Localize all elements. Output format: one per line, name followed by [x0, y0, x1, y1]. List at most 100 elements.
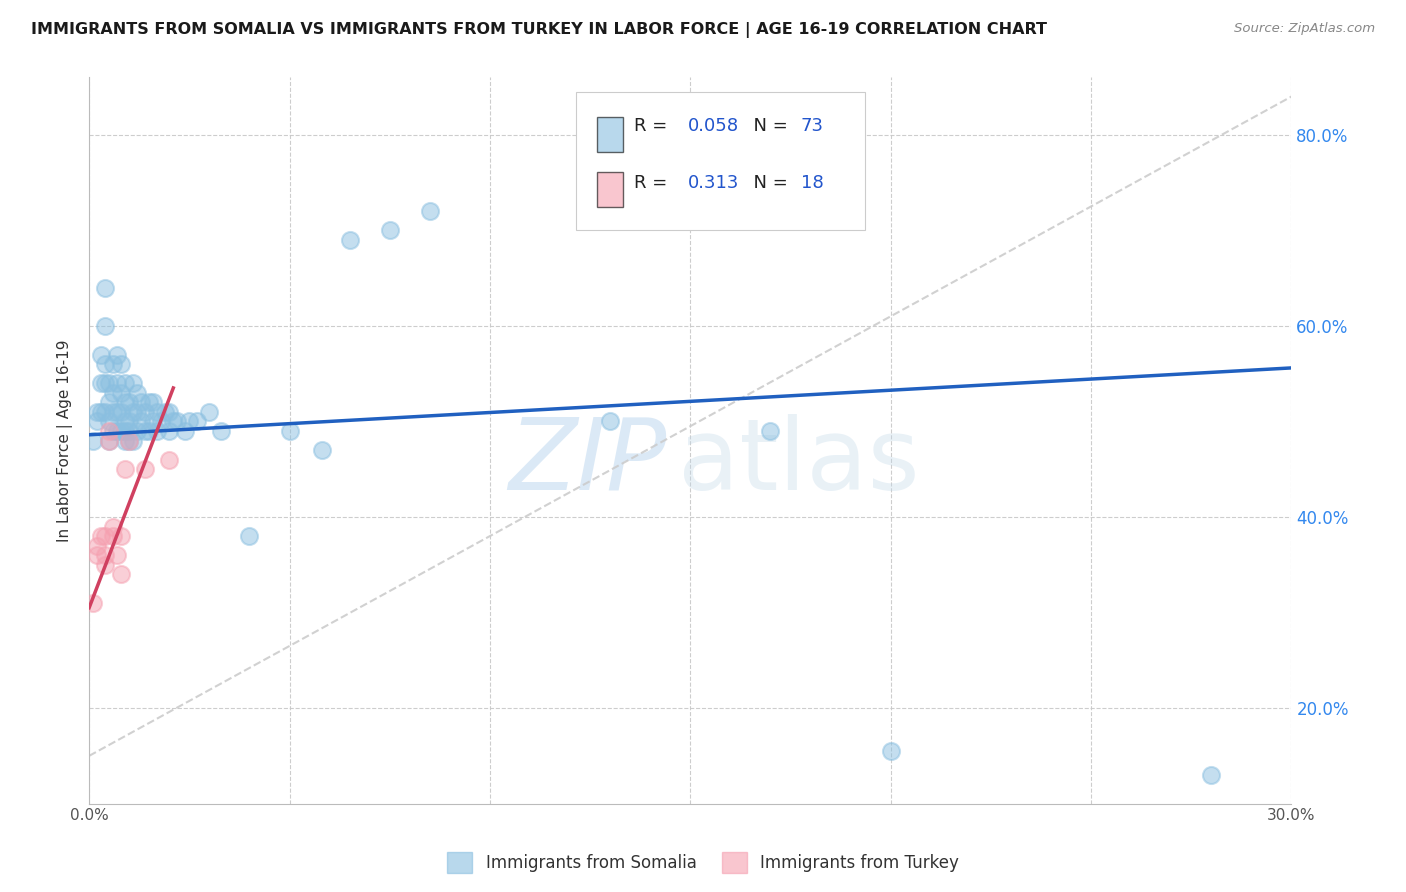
Point	[86, 414, 108, 428]
Point	[129, 414, 152, 428]
Point	[103, 529, 125, 543]
Point	[110, 567, 132, 582]
Point	[103, 357, 125, 371]
Point	[146, 405, 169, 419]
Point	[759, 424, 782, 438]
Point	[150, 414, 173, 428]
Point	[110, 405, 132, 419]
Point	[98, 376, 121, 391]
Point	[157, 452, 180, 467]
Point	[110, 357, 132, 371]
Point	[114, 395, 136, 409]
Text: N =: N =	[742, 118, 793, 136]
Point	[118, 414, 141, 428]
FancyBboxPatch shape	[596, 172, 623, 207]
Point	[90, 529, 112, 543]
Point	[90, 405, 112, 419]
Point	[82, 434, 104, 448]
Text: 0.058: 0.058	[688, 118, 740, 136]
Point	[118, 434, 141, 448]
Point	[110, 385, 132, 400]
Text: Source: ZipAtlas.com: Source: ZipAtlas.com	[1234, 22, 1375, 36]
Point	[98, 434, 121, 448]
Point	[138, 395, 160, 409]
Point	[98, 424, 121, 438]
Point	[122, 376, 145, 391]
Point	[94, 558, 117, 572]
Point	[127, 385, 149, 400]
Point	[134, 424, 156, 438]
Point	[157, 405, 180, 419]
Point	[94, 548, 117, 562]
Point	[599, 414, 621, 428]
Legend: Immigrants from Somalia, Immigrants from Turkey: Immigrants from Somalia, Immigrants from…	[440, 846, 966, 880]
Point	[105, 347, 128, 361]
Point	[94, 405, 117, 419]
Point	[105, 405, 128, 419]
Point	[419, 204, 441, 219]
Point	[142, 395, 165, 409]
Point	[122, 405, 145, 419]
Point	[103, 405, 125, 419]
Point	[86, 539, 108, 553]
Point	[98, 414, 121, 428]
Point	[86, 405, 108, 419]
FancyBboxPatch shape	[576, 92, 865, 230]
Point	[98, 434, 121, 448]
Text: R =: R =	[634, 118, 673, 136]
Point	[134, 462, 156, 476]
Point	[311, 443, 333, 458]
Point	[86, 548, 108, 562]
Point	[105, 376, 128, 391]
Point	[114, 434, 136, 448]
Point	[138, 424, 160, 438]
Point	[118, 424, 141, 438]
Point	[118, 395, 141, 409]
Point	[94, 529, 117, 543]
Text: 73: 73	[801, 118, 824, 136]
Point	[155, 405, 177, 419]
Point	[114, 424, 136, 438]
Point	[134, 405, 156, 419]
Point	[127, 405, 149, 419]
Point	[110, 529, 132, 543]
Point	[103, 519, 125, 533]
Point	[278, 424, 301, 438]
Point	[94, 318, 117, 333]
Point	[94, 280, 117, 294]
Point	[90, 376, 112, 391]
Point	[110, 424, 132, 438]
Point	[114, 414, 136, 428]
Y-axis label: In Labor Force | Age 16-19: In Labor Force | Age 16-19	[58, 339, 73, 541]
Point	[90, 347, 112, 361]
Point	[879, 744, 901, 758]
Point	[122, 434, 145, 448]
Text: 0.313: 0.313	[688, 174, 740, 192]
Point	[142, 414, 165, 428]
Point	[105, 424, 128, 438]
Point	[1201, 768, 1223, 782]
Point	[157, 424, 180, 438]
Point	[129, 395, 152, 409]
Point	[186, 414, 208, 428]
FancyBboxPatch shape	[596, 118, 623, 153]
Point	[146, 424, 169, 438]
Point	[339, 233, 361, 247]
Point	[162, 414, 184, 428]
Point	[114, 376, 136, 391]
Point	[94, 376, 117, 391]
Point	[98, 395, 121, 409]
Text: atlas: atlas	[678, 414, 920, 511]
Point	[103, 385, 125, 400]
Point	[209, 424, 232, 438]
Point	[378, 223, 401, 237]
Point	[238, 529, 260, 543]
Point	[179, 414, 201, 428]
Point	[82, 596, 104, 610]
Point	[198, 405, 221, 419]
Text: R =: R =	[634, 174, 673, 192]
Text: ZIP: ZIP	[508, 414, 666, 511]
Text: 18: 18	[801, 174, 824, 192]
Point	[105, 548, 128, 562]
Text: N =: N =	[742, 174, 793, 192]
